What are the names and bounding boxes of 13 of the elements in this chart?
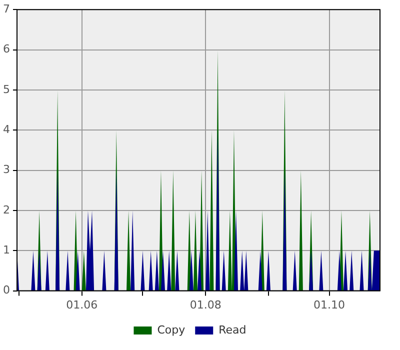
y-tick-label: 4: [3, 122, 10, 136]
x-tick-label: 01.08: [190, 298, 222, 312]
y-tick-label: 7: [3, 2, 10, 16]
y-tick-label: 3: [3, 163, 10, 176]
y-tick-label: 0: [3, 284, 10, 297]
y-tick-label: 1: [3, 243, 10, 256]
y-tick-label: 5: [3, 82, 10, 96]
y-tick-label: 6: [3, 42, 10, 56]
legend-label: Copy: [157, 323, 186, 336]
x-tick-label: 01.06: [66, 298, 98, 312]
y-tick-label: 2: [3, 203, 10, 216]
legend-label: Read: [218, 323, 246, 336]
x-tick-label: 01.10: [314, 298, 346, 312]
